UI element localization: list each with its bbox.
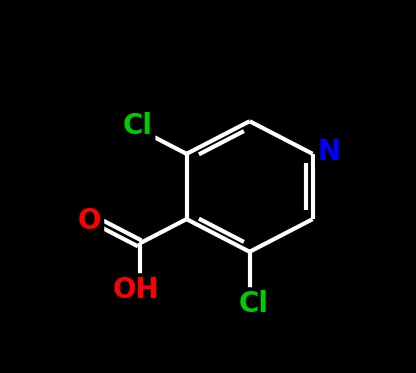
Text: N: N xyxy=(318,138,341,166)
Text: O: O xyxy=(78,207,102,235)
Text: Cl: Cl xyxy=(239,290,269,318)
Text: OH: OH xyxy=(112,276,159,304)
Text: Cl: Cl xyxy=(123,112,153,140)
